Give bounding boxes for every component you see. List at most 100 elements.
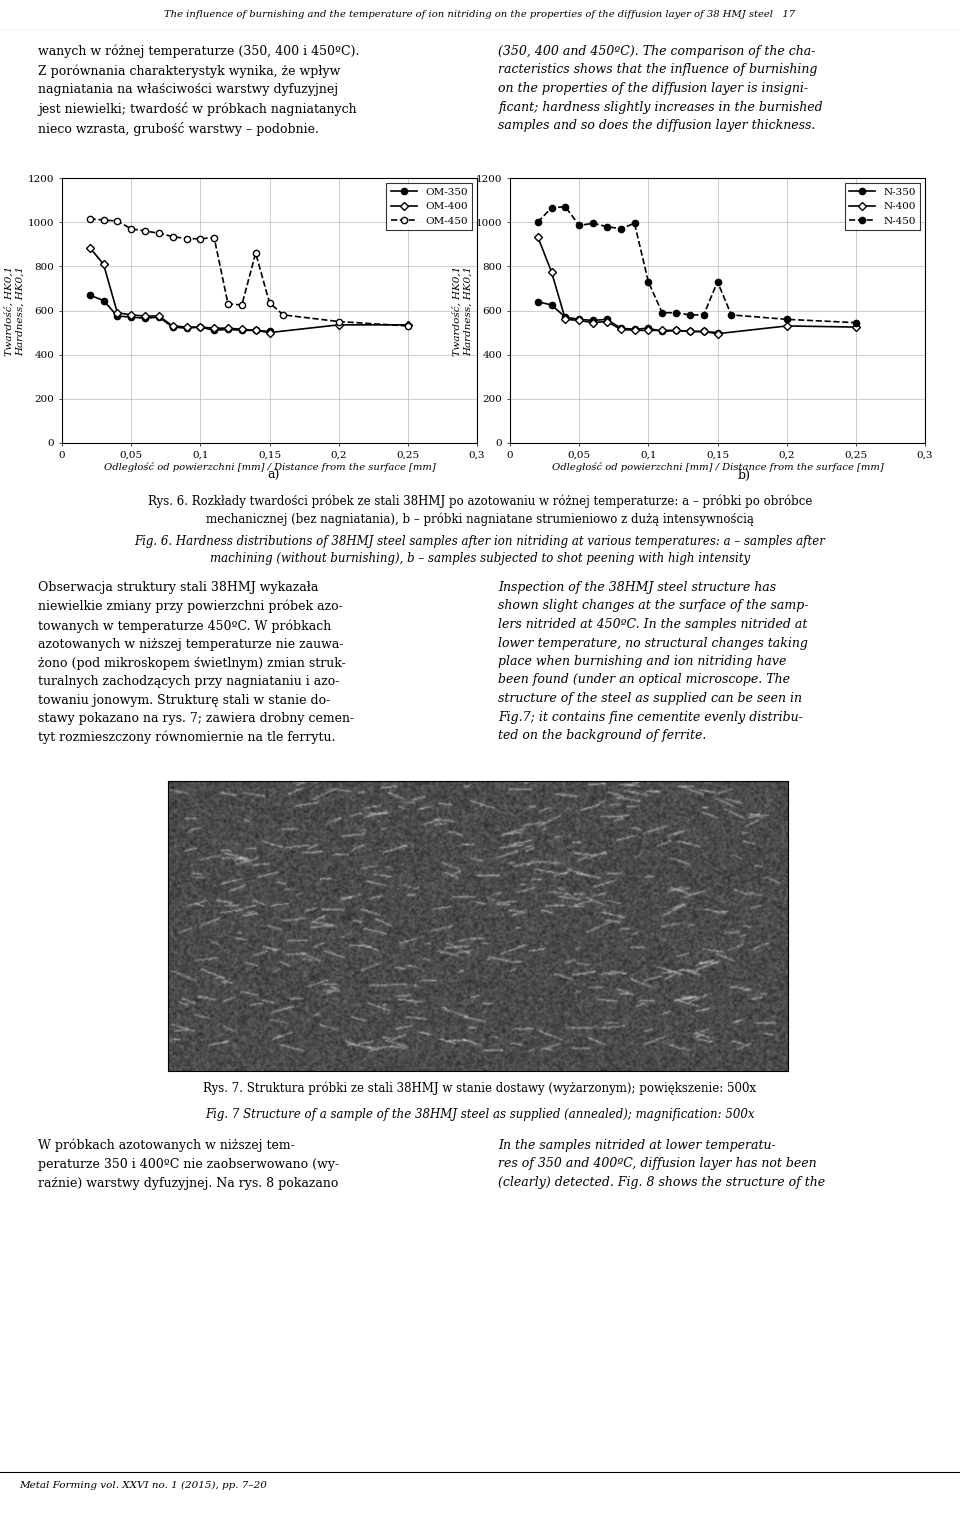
N-350 <box>601 310 612 328</box>
OM-450 <box>84 210 95 228</box>
OM-350 <box>195 317 206 336</box>
Text: W próbkach azotowanych w niższej tem-
peraturze 350 i 400ºC nie zaobserwowano (w: W próbkach azotowanych w niższej tem- pe… <box>38 1139 340 1189</box>
Text: Metal Forming vol. XXVI no. 1 (2015), pp. 7–20: Metal Forming vol. XXVI no. 1 (2015), pp… <box>19 1481 267 1490</box>
Line: OM-450: OM-450 <box>86 216 411 330</box>
OM-400 <box>167 317 179 336</box>
Text: a): a) <box>268 468 279 482</box>
OM-350 <box>139 308 151 327</box>
OM-350 <box>208 321 220 339</box>
N-450 <box>560 197 571 216</box>
Text: In the samples nitrided at lower temperatu-
res of 350 and 400ºC, diffusion laye: In the samples nitrided at lower tempera… <box>498 1139 826 1189</box>
OM-450 <box>98 211 109 229</box>
Line: N-350: N-350 <box>535 299 721 336</box>
N-350 <box>545 296 557 314</box>
N-450 <box>642 273 654 292</box>
Text: Rys. 7. Struktura próbki ze stali 38HMJ w stanie dostawy (wyżarzonym); powiększe: Rys. 7. Struktura próbki ze stali 38HMJ … <box>204 1082 756 1095</box>
OM-400 <box>250 321 261 339</box>
OM-400 <box>84 238 95 257</box>
N-450 <box>850 313 861 331</box>
N-400 <box>780 317 792 336</box>
OM-400 <box>208 319 220 337</box>
N-450 <box>573 216 585 234</box>
N-350 <box>573 310 585 328</box>
N-450 <box>670 304 682 322</box>
OM-400 <box>126 305 137 324</box>
OM-350 <box>98 292 109 310</box>
Text: b): b) <box>737 468 751 482</box>
Text: Inspection of the 38HMJ steel structure has
shown slight changes at the surface : Inspection of the 38HMJ steel structure … <box>498 580 809 741</box>
OM-350 <box>250 321 261 339</box>
OM-450 <box>264 293 276 311</box>
OM-450 <box>180 229 192 248</box>
N-350 <box>588 311 599 330</box>
N-400 <box>698 322 709 340</box>
N-450 <box>545 199 557 217</box>
OM-400 <box>195 317 206 336</box>
Y-axis label: Twardość, HK0,1
Hardness, HK0,1: Twardość, HK0,1 Hardness, HK0,1 <box>4 266 25 355</box>
OM-450 <box>153 225 164 243</box>
N-400 <box>573 311 585 330</box>
N-400 <box>588 313 599 331</box>
N-350 <box>684 322 696 340</box>
N-450 <box>711 273 723 292</box>
N-350 <box>670 321 682 339</box>
N-350 <box>532 293 543 311</box>
N-450 <box>684 305 696 324</box>
OM-350 <box>222 321 234 339</box>
Text: The influence of burnishing and the temperature of ion nitriding on the properti: The influence of burnishing and the temp… <box>164 11 796 20</box>
N-350 <box>711 324 723 342</box>
OM-400 <box>180 317 192 336</box>
X-axis label: Odległość od powierzchni [mm] / Distance from the surface [mm]: Odległość od powierzchni [mm] / Distance… <box>104 462 436 472</box>
OM-450 <box>250 245 261 263</box>
X-axis label: Odległość od powierzchni [mm] / Distance from the surface [mm]: Odległość od powierzchni [mm] / Distance… <box>552 462 883 472</box>
OM-450 <box>139 222 151 240</box>
OM-450 <box>222 295 234 313</box>
N-400 <box>629 321 640 339</box>
Line: OM-400: OM-400 <box>86 245 411 336</box>
Legend: N-350, N-400, N-450: N-350, N-400, N-450 <box>845 184 920 229</box>
N-400 <box>670 321 682 339</box>
N-450 <box>657 304 668 322</box>
OM-450 <box>167 228 179 246</box>
OM-400 <box>333 316 345 334</box>
N-450 <box>532 213 543 231</box>
OM-450 <box>208 228 220 246</box>
OM-400 <box>236 321 248 339</box>
OM-450 <box>236 296 248 314</box>
Text: Fig. 7 Structure of a sample of the 38HMJ steel as supplied (annealed); magnific: Fig. 7 Structure of a sample of the 38HM… <box>205 1107 755 1121</box>
N-400 <box>615 321 627 339</box>
OM-400 <box>153 307 164 325</box>
Legend: OM-350, OM-400, OM-450: OM-350, OM-400, OM-450 <box>387 184 471 229</box>
OM-450 <box>111 213 123 231</box>
N-450 <box>698 305 709 324</box>
OM-400 <box>222 319 234 337</box>
OM-450 <box>333 313 345 331</box>
N-350 <box>560 308 571 327</box>
Line: N-400: N-400 <box>535 234 859 337</box>
N-400 <box>560 310 571 328</box>
Line: N-450: N-450 <box>535 204 859 325</box>
OM-350 <box>180 319 192 337</box>
Line: OM-350: OM-350 <box>86 292 273 334</box>
OM-350 <box>167 317 179 336</box>
Text: (350, 400 and 450ºC). The comparison of the cha-
racteristics shows that the inf: (350, 400 and 450ºC). The comparison of … <box>498 46 823 132</box>
OM-350 <box>153 308 164 327</box>
N-400 <box>850 317 861 336</box>
N-400 <box>545 263 557 281</box>
N-450 <box>629 214 640 232</box>
OM-350 <box>126 308 137 327</box>
OM-400 <box>264 324 276 342</box>
N-400 <box>711 325 723 343</box>
OM-350 <box>84 286 95 304</box>
OM-350 <box>236 321 248 339</box>
Text: Obserwacja struktury stali 38HMJ wykazała
niewielkie zmiany przy powierzchni pró: Obserwacja struktury stali 38HMJ wykazał… <box>38 580 354 744</box>
OM-400 <box>111 304 123 322</box>
OM-450 <box>277 305 289 324</box>
N-400 <box>601 313 612 331</box>
N-400 <box>642 321 654 339</box>
OM-350 <box>264 322 276 340</box>
Text: Fig. 6. Hardness distributions of 38HMJ steel samples after ion nitriding at var: Fig. 6. Hardness distributions of 38HMJ … <box>134 535 826 565</box>
N-450 <box>780 310 792 328</box>
N-400 <box>657 321 668 339</box>
OM-400 <box>98 255 109 273</box>
